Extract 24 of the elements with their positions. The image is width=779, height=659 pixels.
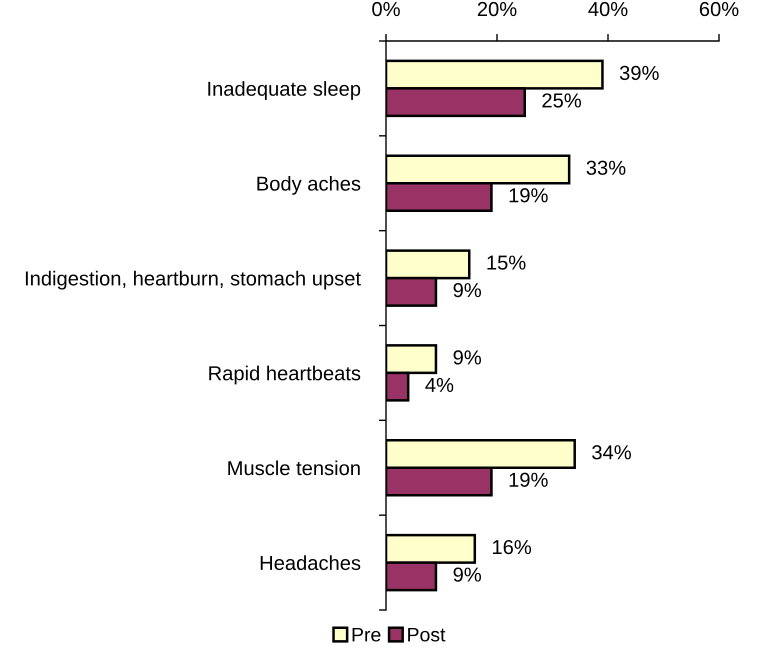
data-label: 25% [542,93,582,108]
legend-label: Pre [352,628,380,642]
data-label: 9% [454,350,482,365]
x-tick-label: 40% [588,2,628,16]
data-label: 15% [487,256,526,270]
y-tick-label: Body aches [257,176,360,195]
y-tick-label: Muscle tension [228,460,360,476]
data-label: 4% [425,378,454,392]
data-label: 9% [454,282,482,298]
x-tick-label: 20% [478,2,516,16]
x-tick-label: 60% [700,2,738,16]
legend-label: Post [408,628,446,642]
data-label: 9% [454,567,482,582]
y-tick-label: Inadequate sleep [208,81,360,100]
data-label: 34% [592,445,631,460]
x-tick-label: 0% [372,2,400,16]
data-label: 33% [586,160,626,175]
y-tick-label: Indigestion, heartburn, stomach upset [26,270,361,290]
data-label: 19% [510,472,548,487]
data-label: 39% [620,66,659,80]
y-tick-label: Rapid heartbeats [209,366,360,384]
data-label: 19% [510,188,548,202]
y-tick-label: Headaches [260,555,360,570]
data-label: 16% [493,540,532,554]
